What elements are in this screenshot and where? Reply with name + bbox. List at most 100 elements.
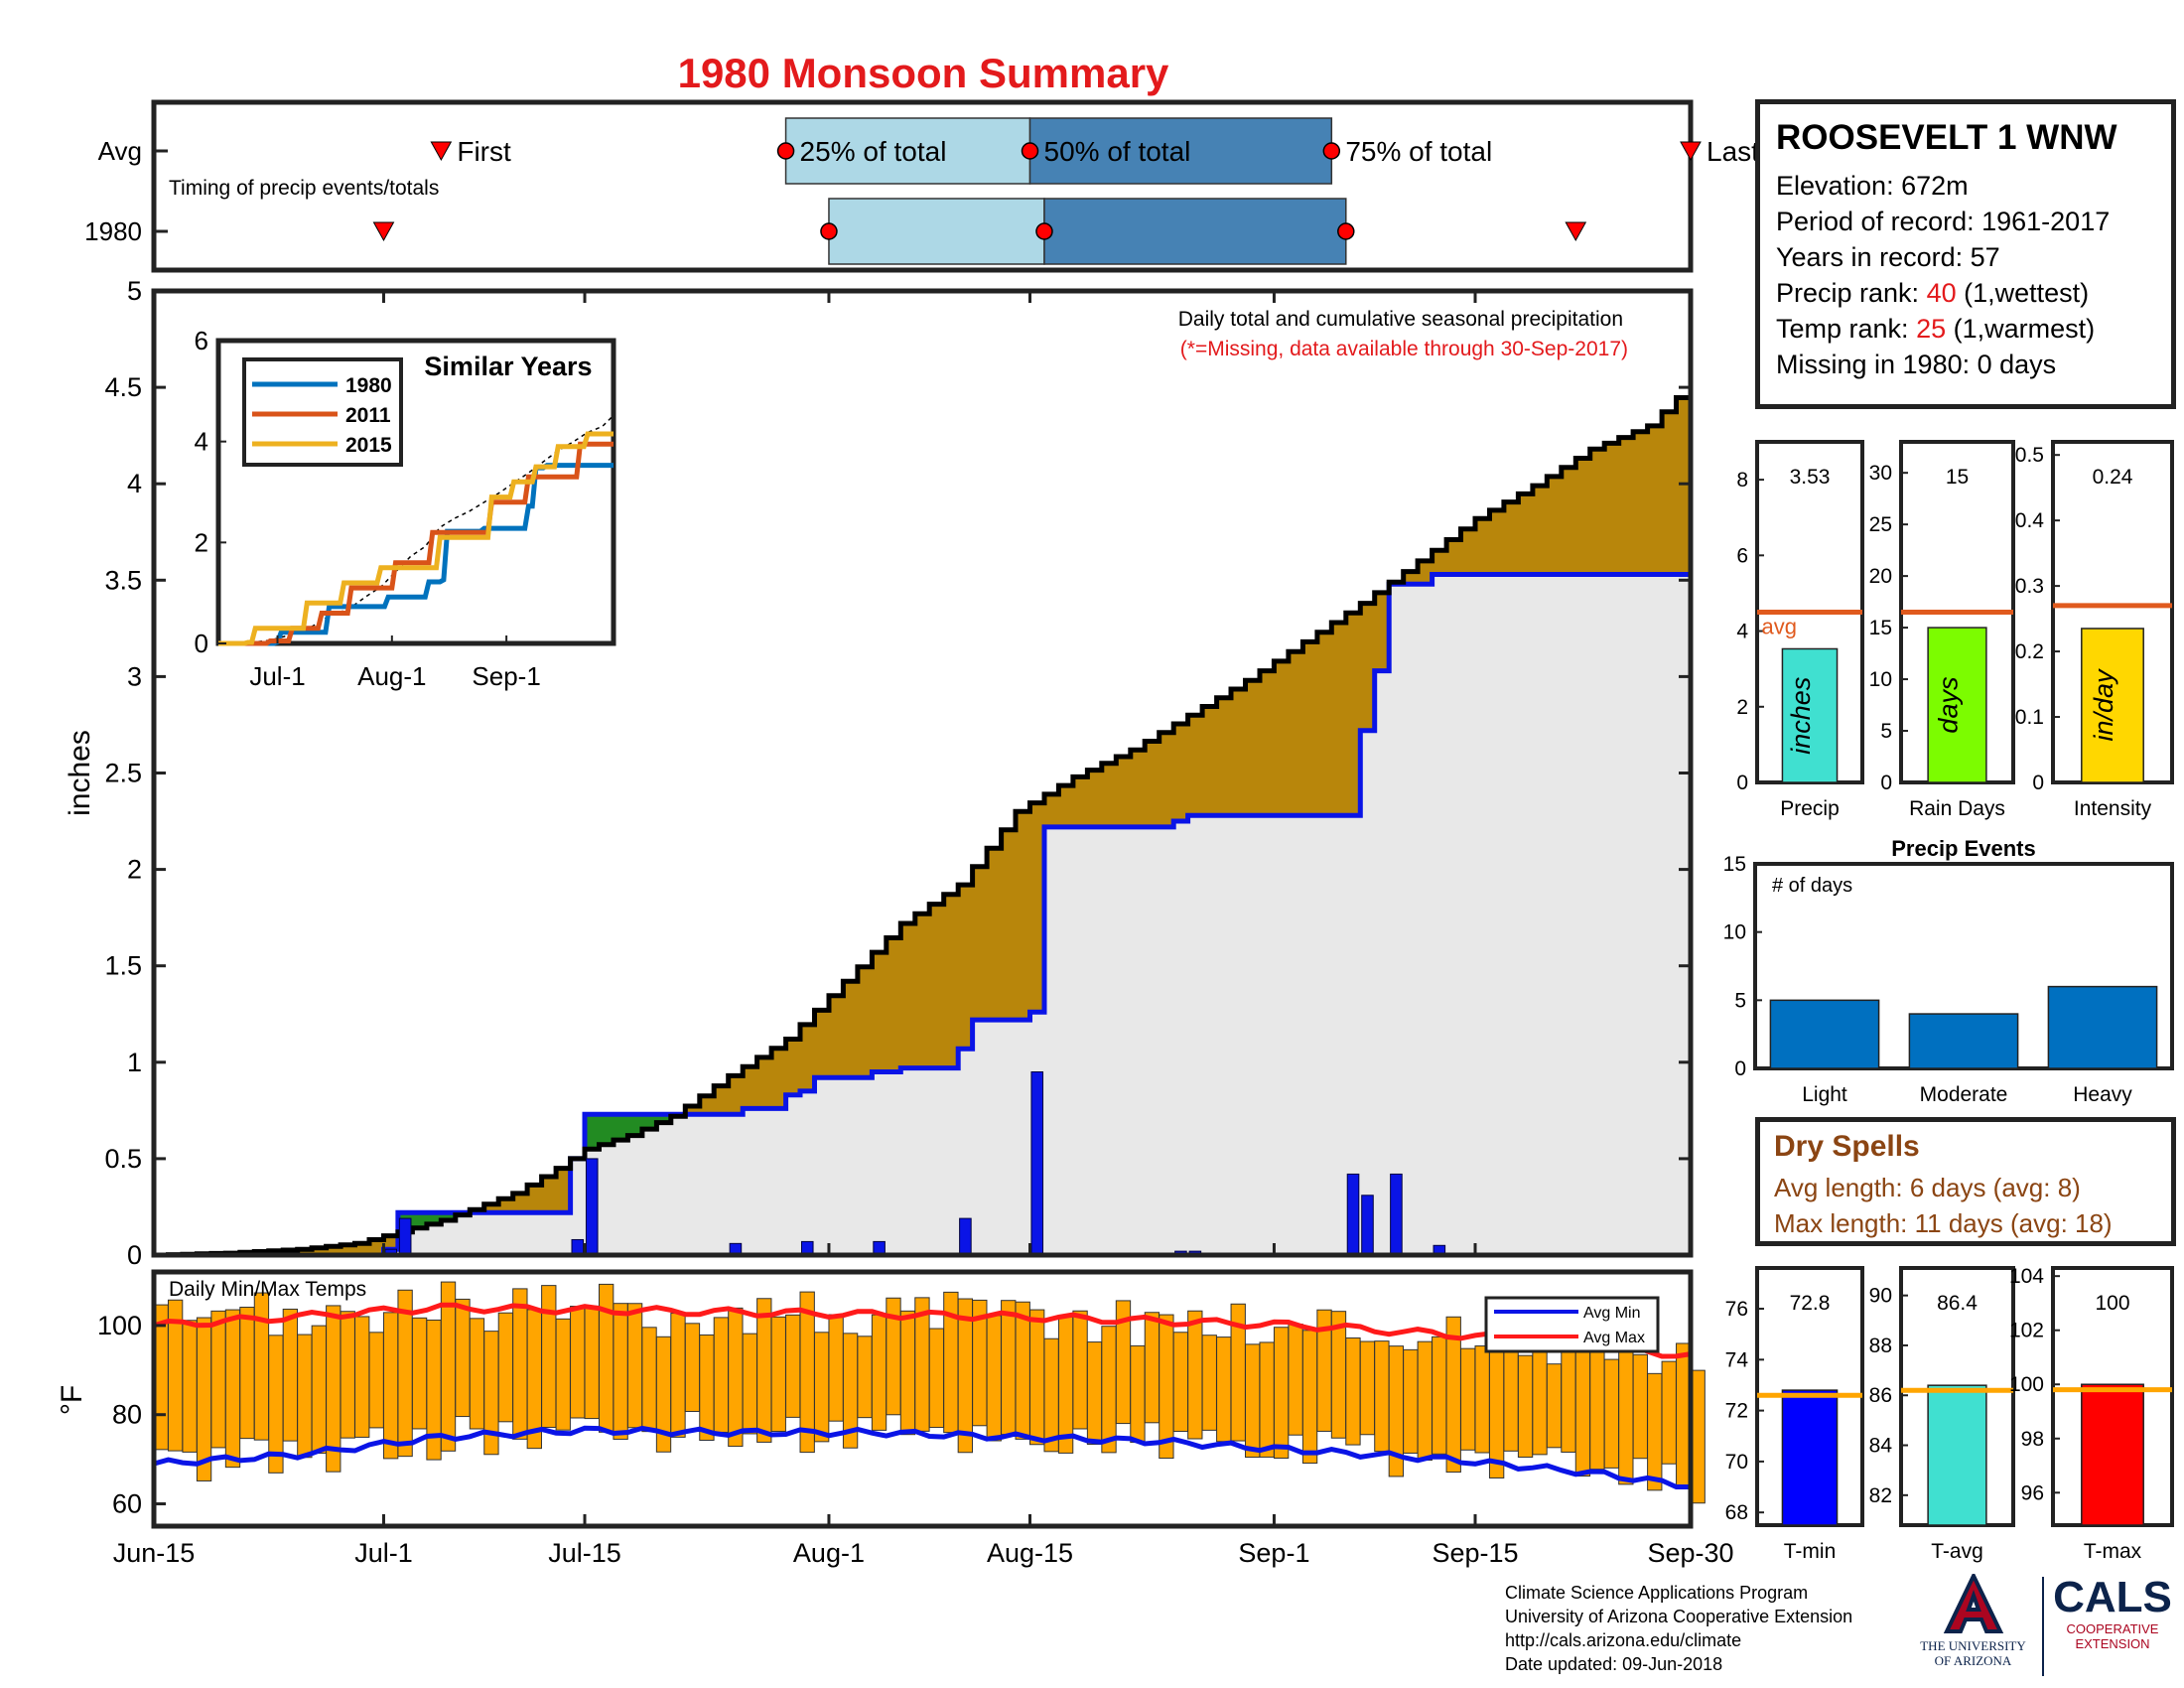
precip-rank-note: (1,wettest) <box>1956 278 2090 308</box>
stat-intensity-ytick-label: 0.2 <box>2015 640 2044 663</box>
stat-tavg-category-label: T-avg <box>1931 1540 1983 1563</box>
precip-events-annotation: # of days <box>1772 875 1852 897</box>
stat-tmax-ytick-label: 104 <box>2009 1265 2044 1288</box>
timing-triangle-first-avg <box>430 141 453 162</box>
stat-precip-value-label: 3.53 <box>1790 466 1831 489</box>
timing-caption: Timing of precip events/totals <box>169 177 439 200</box>
daily-temp-bar <box>354 1316 370 1438</box>
cals-logo: CALS COOPERATIVE EXTENSION <box>2053 1573 2172 1652</box>
similar-xtick-label: Jul-1 <box>249 661 305 691</box>
stat-intensity-ytick-label: 0 <box>2032 772 2044 794</box>
daily-precip-bar <box>585 1158 599 1256</box>
daily-temp-bar <box>297 1334 313 1459</box>
footer-credits: Climate Science Applications Program Uni… <box>1505 1581 1852 1676</box>
stat-precip-avg-label: avg <box>1762 615 1797 639</box>
precip-rank-value: 40 <box>1926 278 1957 308</box>
precip-ytick-label: 1.5 <box>104 951 142 981</box>
precip-events-title: Precip Events <box>1891 836 2036 861</box>
daily-temp-bar <box>857 1336 873 1419</box>
cals-line-2: EXTENSION <box>2075 1636 2150 1651</box>
daily-temp-bar <box>196 1317 212 1481</box>
stat-tmin-value-label: 72.8 <box>1790 1292 1831 1315</box>
precip-ytick-label: 1 <box>127 1048 142 1077</box>
timing-box-25-50-year <box>828 198 1045 265</box>
daily-temp-bar <box>368 1332 384 1429</box>
stat-tmax-ytick-label: 98 <box>2021 1428 2044 1451</box>
temp-rank-value: 25 <box>1916 314 1947 344</box>
stat-tmin-category-label: T-min <box>1784 1540 1837 1563</box>
timing-label-last: Last <box>1706 136 1759 167</box>
daily-temp-bar <box>311 1325 327 1455</box>
temps-ytick-label: 80 <box>112 1400 142 1430</box>
stat-tmin-ytick-label: 72 <box>1725 1400 1748 1423</box>
daily-temp-bar <box>728 1307 744 1448</box>
daily-temp-bar <box>1330 1311 1347 1439</box>
stat-raindays-category-label: Rain Days <box>1909 797 2005 820</box>
stat-tmax-ytick-label: 96 <box>2021 1481 2044 1504</box>
precip-rank-label: Precip rank: <box>1776 278 1927 308</box>
stat-raindays-ytick-label: 5 <box>1880 720 1892 743</box>
daily-temp-bar <box>626 1303 643 1429</box>
daily-temp-bar <box>699 1334 715 1442</box>
precip-ytick-label: 2 <box>127 855 142 885</box>
timing-box-25-50-avg <box>784 117 1031 185</box>
daily-temp-bar <box>986 1315 1002 1442</box>
daily-temp-bar <box>1172 1332 1189 1433</box>
stat-tmax-bar <box>2081 1383 2144 1526</box>
daily-temp-bar <box>1603 1358 1620 1469</box>
chart-title: 1980 Monsoon Summary <box>678 50 1169 96</box>
daily-temp-bar <box>1086 1341 1103 1446</box>
precip-ytick-label: 0.5 <box>104 1144 142 1174</box>
stat-intensity-ytick-label: 0.4 <box>2015 509 2045 532</box>
daily-temp-bar <box>1130 1344 1146 1444</box>
daily-temp-bar <box>1503 1343 1519 1452</box>
precip-events-ytick-label: 5 <box>1734 989 1746 1012</box>
precip-events-ytick-label: 10 <box>1723 921 1746 944</box>
daily-temp-bar <box>570 1306 586 1419</box>
footer-line-1: Climate Science Applications Program <box>1505 1583 1809 1603</box>
precip-ytick-label: 2.5 <box>104 759 142 788</box>
daily-temp-bar <box>1159 1314 1174 1460</box>
timing-triangle-last-avg <box>1680 141 1702 162</box>
cals-wordmark: CALS <box>2053 1573 2172 1621</box>
timing-marker-p75-avg <box>1322 142 1341 160</box>
daily-temp-bar <box>1561 1346 1576 1453</box>
stat-tmax-category-label: T-max <box>2084 1540 2142 1563</box>
temp-rank-label: Temp rank: <box>1776 314 1917 344</box>
timing-marker-p75-year <box>1337 222 1355 240</box>
similar-years-avg-line <box>217 414 614 644</box>
daily-temp-bar <box>1647 1372 1663 1491</box>
daily-temp-bar <box>1460 1347 1476 1451</box>
daily-precip-bar <box>1030 1071 1044 1256</box>
timing-marker-p50-avg <box>1021 142 1039 160</box>
daily-temp-bar <box>785 1314 801 1418</box>
stat-raindays-ytick-label: 25 <box>1869 513 1892 536</box>
dry-spells-box: Dry Spells Avg length: 6 days (avg: 8) M… <box>1755 1117 2176 1246</box>
timing-label-75: 75% of total <box>1345 136 1492 167</box>
timing-row-label-year: 1980 <box>84 216 142 246</box>
daily-temp-bar <box>871 1314 887 1431</box>
dry-spells-title: Dry Spells <box>1774 1130 1920 1163</box>
stat-tmin-ytick-label: 68 <box>1725 1501 1748 1524</box>
daily-temp-bar <box>899 1310 916 1436</box>
similar-years-title: Similar Years <box>424 352 592 381</box>
daily-temp-bar <box>541 1285 557 1428</box>
daily-temp-bar <box>1259 1341 1275 1458</box>
daily-temp-bar <box>1374 1340 1390 1453</box>
daily-temp-bar <box>957 1298 974 1454</box>
logo-divider <box>2042 1577 2044 1676</box>
daily-temp-bar <box>1288 1324 1303 1436</box>
daily-temp-bar <box>1216 1336 1232 1443</box>
precip-events-category-light: Light <box>1802 1083 1847 1106</box>
legend-label-2011: 2011 <box>345 404 391 427</box>
timing-marker-p25-year <box>820 222 838 240</box>
daily-temp-bar <box>239 1307 255 1440</box>
precip-ytick-label: 0 <box>127 1240 142 1270</box>
precip-events-ytick-label: 0 <box>1734 1057 1746 1080</box>
ua-a-icon <box>1943 1571 2003 1633</box>
daily-temp-bar <box>1001 1300 1017 1436</box>
stat-raindays-ytick-label: 15 <box>1869 617 1892 639</box>
temps-xtick-label: Jul-15 <box>548 1538 621 1568</box>
ua-label-line-2: OF ARIZONA <box>1934 1653 2012 1668</box>
precip-ytick-label: 3 <box>127 661 142 691</box>
